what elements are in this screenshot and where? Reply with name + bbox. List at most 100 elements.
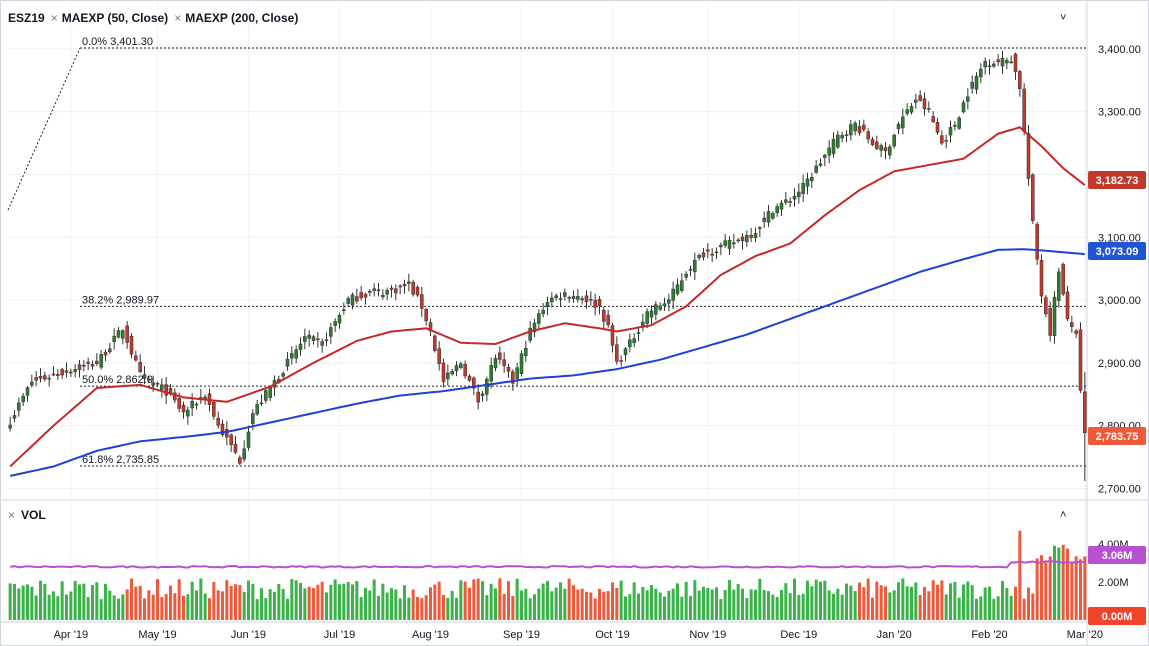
chevron-down-icon[interactable]: ˅ <box>1060 12 1067 24</box>
candle <box>307 330 311 347</box>
candle <box>996 53 1000 67</box>
candle <box>515 362 519 386</box>
candle <box>857 120 862 136</box>
volume-bar <box>389 588 394 620</box>
candle-body <box>762 217 766 222</box>
volume-bar <box>21 585 25 620</box>
volume-bar <box>901 578 905 620</box>
candle <box>896 121 901 135</box>
volume-bar <box>229 585 233 620</box>
candle-body <box>1026 133 1031 179</box>
volume-bar <box>255 599 259 620</box>
symbol-label: ESZ19 <box>8 11 45 25</box>
volume-bar <box>498 578 502 620</box>
volume-bar <box>714 587 719 620</box>
candle-body <box>34 377 38 381</box>
candle-body <box>541 309 545 314</box>
close-icon[interactable]: × <box>174 11 182 25</box>
volume-bar <box>658 592 662 620</box>
candle <box>329 322 333 345</box>
candle <box>667 293 671 312</box>
candle <box>51 366 56 377</box>
candle <box>82 360 86 372</box>
candle-body <box>992 63 996 67</box>
volume-bar <box>870 597 875 620</box>
volume-bar <box>281 588 285 620</box>
volume-bar <box>762 590 766 620</box>
candle-body <box>86 361 90 364</box>
candle <box>792 188 797 207</box>
candle <box>90 360 95 370</box>
candle <box>502 352 506 373</box>
candle-body <box>350 294 355 306</box>
volume-bar <box>1018 530 1022 620</box>
volume-bar <box>779 590 784 620</box>
candle-body <box>749 235 753 238</box>
candle-body <box>597 299 602 306</box>
candle <box>914 93 918 109</box>
candle <box>831 132 836 158</box>
candle <box>394 284 398 301</box>
candle <box>121 329 125 345</box>
candle-body <box>732 242 736 245</box>
candle <box>220 419 225 437</box>
ma200-badge: 3,073.09 <box>1088 242 1146 260</box>
candle <box>1074 328 1078 338</box>
candle <box>940 130 944 146</box>
volume-bar <box>433 584 437 620</box>
candle <box>805 172 810 195</box>
candle-body <box>1039 260 1044 297</box>
volume-bar <box>827 590 831 620</box>
candles <box>8 50 1087 481</box>
volume-bar <box>95 582 99 620</box>
candle <box>376 282 381 297</box>
volume-bar <box>753 589 758 620</box>
volume-bar <box>905 586 909 620</box>
candle-body <box>311 336 316 341</box>
price-tick-label: 3,000.00 <box>1098 295 1141 307</box>
volume-bar <box>961 584 966 620</box>
close-icon[interactable]: × <box>8 508 16 522</box>
candle <box>558 292 563 307</box>
chevron-up-icon[interactable]: ˄ <box>1060 509 1067 521</box>
candle-body <box>51 373 56 376</box>
candle <box>407 273 411 292</box>
candle-body <box>385 290 389 295</box>
candle <box>810 172 814 188</box>
candle <box>931 111 935 124</box>
volume-bar <box>272 591 277 620</box>
close-icon[interactable]: × <box>50 11 58 25</box>
volume-bar <box>593 598 597 620</box>
candle <box>116 327 121 339</box>
candle-body <box>714 251 719 254</box>
candle-body <box>402 283 407 287</box>
time-tick-label: Feb '20 <box>971 629 1007 641</box>
candle <box>12 410 17 423</box>
volume-bar <box>671 588 675 620</box>
candle-body <box>320 341 324 346</box>
candle-body <box>1048 308 1052 336</box>
candle <box>1009 55 1013 64</box>
candle-body <box>554 295 558 299</box>
candle-body <box>281 373 285 377</box>
candle-body <box>927 108 931 110</box>
candle-body <box>8 424 12 429</box>
volume-bar <box>879 585 883 620</box>
volume-bar <box>64 594 69 620</box>
candle <box>944 134 948 149</box>
time-tick-label: Apr '19 <box>54 629 89 641</box>
candle <box>233 436 238 454</box>
candle <box>935 118 940 135</box>
candle <box>905 103 909 116</box>
candle-body <box>264 390 268 401</box>
ma50-line <box>9 126 1086 468</box>
candle-body <box>948 127 953 136</box>
volume-bar <box>385 592 389 620</box>
price-tick-label: 3,400.00 <box>1098 44 1141 56</box>
candle <box>285 352 290 371</box>
candle-body <box>697 255 701 259</box>
volume-bar <box>60 581 64 620</box>
volume-bar <box>615 587 619 620</box>
